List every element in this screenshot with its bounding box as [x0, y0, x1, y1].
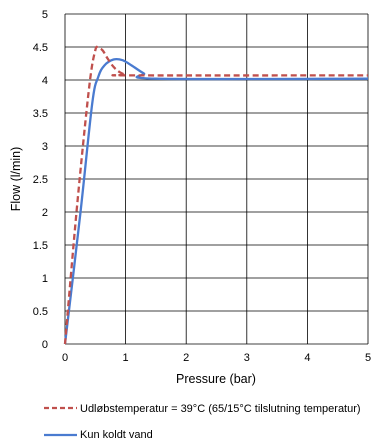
- y-tick-label: 2.5: [33, 174, 48, 186]
- y-tick-label: 3.5: [33, 108, 48, 120]
- series-lines: [63, 45, 369, 345]
- y-tick-label: 5: [42, 9, 48, 21]
- y-tick-label: 1: [42, 273, 48, 285]
- y-tick-label: 2: [42, 207, 48, 219]
- series-line-cold-water-only: [63, 57, 369, 345]
- x-tick-label: 2: [183, 352, 189, 364]
- y-tick-labels: 0 0.5 1 1.5 2 2.5 3 3.5 4 4.5 5: [33, 9, 48, 351]
- y-tick-label: 3: [42, 141, 48, 153]
- x-tick-labels: 0 1 2 3 4 5: [62, 352, 371, 364]
- y-tick-label: 0.5: [33, 306, 48, 318]
- x-tick-label: 0: [62, 352, 68, 364]
- x-tick-label: 4: [304, 352, 310, 364]
- x-tick-label: 1: [123, 352, 129, 364]
- y-axis-label: Flow (l/min): [9, 147, 23, 212]
- grid: [64, 13, 369, 345]
- x-axis-label: Pressure (bar): [176, 372, 256, 386]
- y-tick-label: 4: [42, 75, 48, 87]
- y-tick-label: 1.5: [33, 240, 48, 252]
- series-line-mixed-temperature: [63, 45, 369, 345]
- y-tick-label: 0: [42, 339, 48, 351]
- x-tick-label: 5: [365, 352, 371, 364]
- x-tick-label: 3: [244, 352, 250, 364]
- legend: Udløbstemperatur = 39°C (65/15°C tilslut…: [44, 403, 361, 439]
- legend-label-cold-water-only: Kun koldt vand: [80, 429, 153, 439]
- y-tick-label: 4.5: [33, 42, 48, 54]
- legend-label-mixed-temperature: Udløbstemperatur = 39°C (65/15°C tilslut…: [80, 403, 361, 415]
